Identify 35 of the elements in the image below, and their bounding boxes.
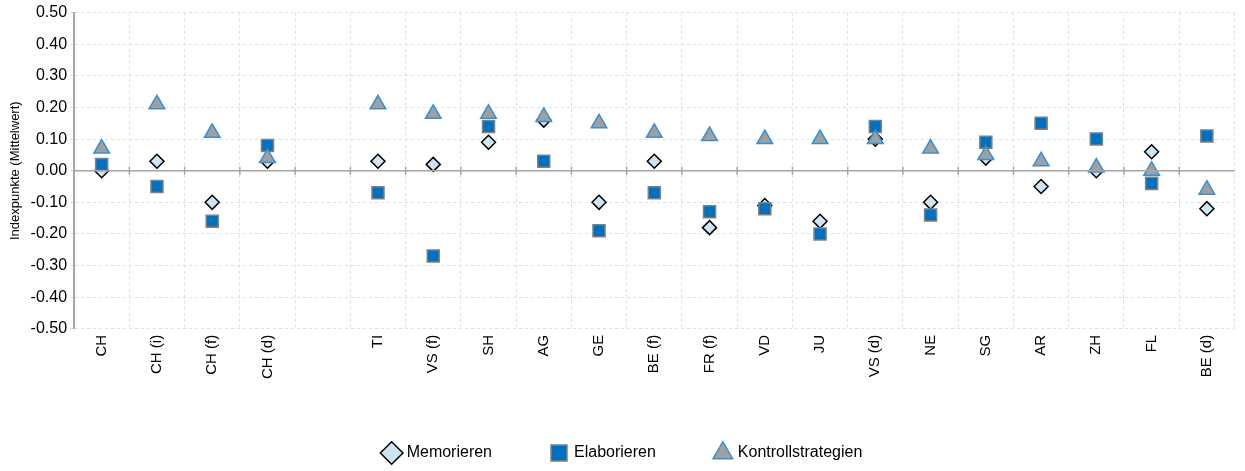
x-tick-label: ZH: [1086, 334, 1104, 355]
x-tick-label: BE (d): [1197, 334, 1215, 378]
y-tick-label: 0.30: [35, 66, 68, 84]
y-tick-label: 0.20: [35, 97, 68, 115]
x-tick-label: VS (f): [423, 334, 441, 374]
y-tick-label: -0.40: [30, 287, 68, 305]
x-tick-label: CH: [91, 334, 109, 357]
x-tick-label: AG: [533, 334, 551, 357]
x-tick-label: FR (f): [699, 334, 717, 374]
y-tick-label: -0.30: [30, 255, 68, 273]
x-tick-label: VS (d): [865, 334, 883, 378]
x-tick-label: BE (f): [644, 334, 662, 374]
x-tick-label: NE: [920, 334, 938, 356]
x-tick-label: TI: [368, 334, 386, 349]
legend-label: Kontrollstrategien: [737, 443, 863, 461]
x-tick-label: AR: [1031, 334, 1049, 356]
x-tick-label: SG: [975, 334, 993, 357]
x-tick-label: CH (d): [257, 334, 275, 380]
y-tick-label: -0.20: [30, 224, 68, 242]
y-axis-title: Indexpunkte (Mittelwert): [7, 101, 23, 241]
y-tick-label: -0.10: [30, 192, 68, 210]
x-tick-label: GE: [589, 334, 607, 357]
x-tick-label: CH (f): [202, 334, 220, 375]
x-tick-label: SH: [478, 334, 496, 356]
x-tick-label: VD: [754, 334, 772, 356]
y-tick-label: 0.10: [35, 129, 68, 147]
x-tick-label: JU: [810, 334, 828, 354]
y-tick-label: -0.50: [30, 319, 68, 337]
x-tick-label: CH (i): [147, 334, 165, 374]
legend-label: Memorieren: [406, 443, 493, 461]
x-tick-label: FL: [1141, 334, 1159, 353]
y-tick-label: 0.50: [35, 3, 68, 21]
y-tick-label: 0.40: [35, 34, 68, 52]
y-tick-label: 0.00: [35, 161, 68, 179]
legend-label: Elaborieren: [574, 443, 656, 461]
